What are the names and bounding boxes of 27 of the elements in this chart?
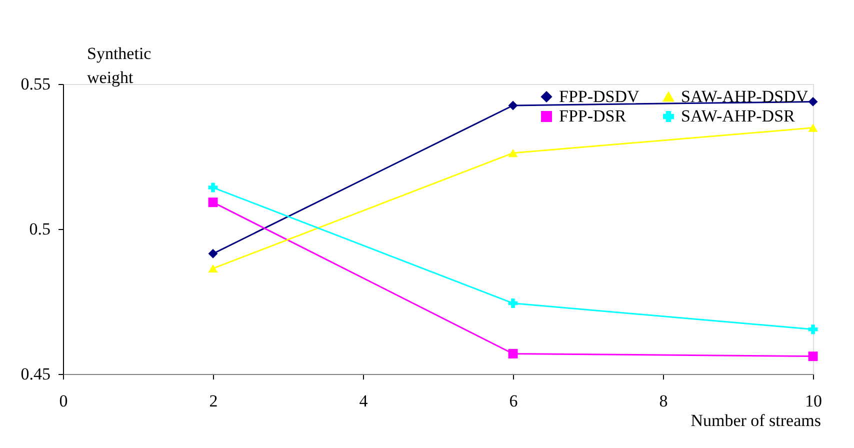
- legend-label: SAW-AHP-DSDV: [681, 86, 809, 106]
- x-tick-label: 0: [59, 392, 68, 410]
- y-tick-label: 0.5: [29, 220, 50, 238]
- x-axis-title: Number of streams: [690, 411, 821, 430]
- x-tick-label: 8: [659, 392, 668, 410]
- y-tick-label: 0.45: [20, 364, 50, 384]
- x-tick-label: 4: [359, 392, 368, 410]
- point: [208, 264, 218, 273]
- legend-label: FPP-DSDV: [559, 86, 640, 106]
- point: [508, 100, 518, 110]
- legend-label: SAW-AHP-DSR: [681, 106, 796, 126]
- x-tick-label: 2: [209, 392, 218, 410]
- y-tick-label: 0.55: [20, 74, 50, 94]
- x-tick-label: 10: [805, 392, 822, 410]
- point: [808, 352, 818, 362]
- point: [808, 124, 818, 132]
- point: [808, 96, 818, 106]
- point: [208, 198, 218, 208]
- point: [508, 298, 518, 308]
- y-axis-title: Synthetic weight: [87, 44, 152, 87]
- point: [208, 248, 218, 258]
- point: [808, 324, 818, 334]
- legend-label: FPP-DSR: [559, 106, 627, 126]
- point: [508, 348, 518, 358]
- point: [508, 148, 518, 158]
- x-tick-label: 6: [509, 392, 518, 410]
- point: [208, 182, 218, 192]
